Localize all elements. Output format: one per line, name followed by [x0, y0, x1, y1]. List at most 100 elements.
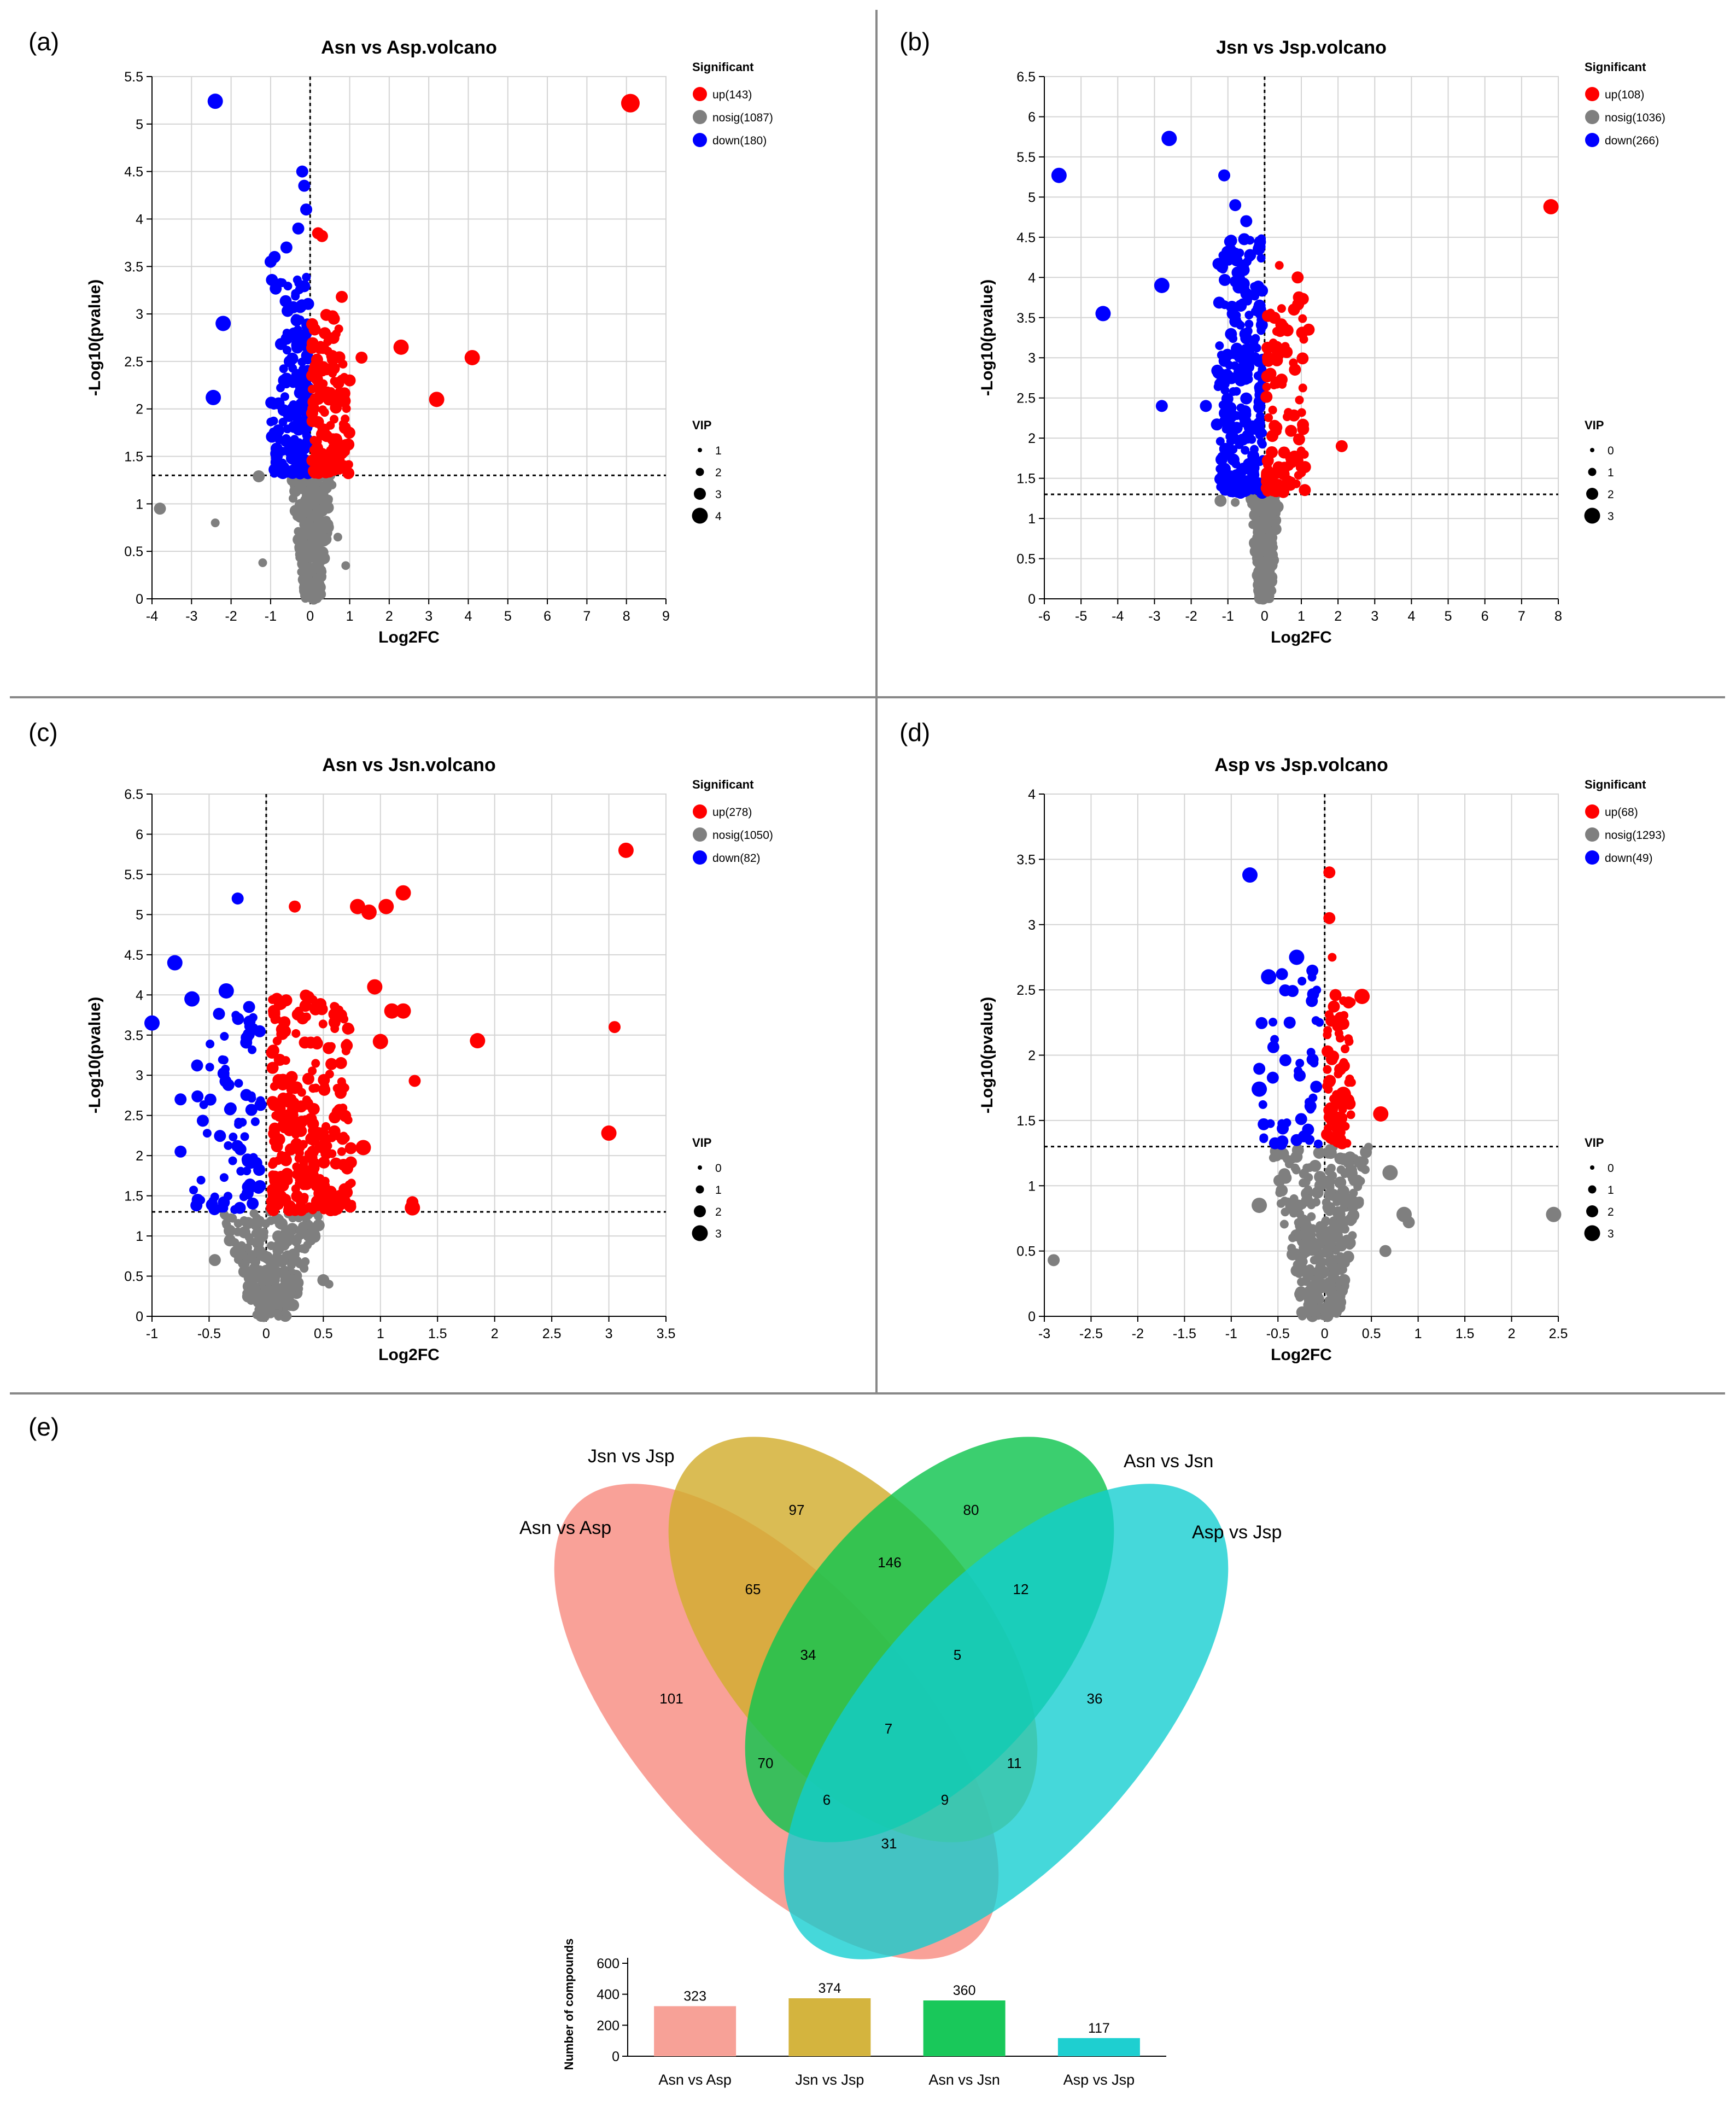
up-point [1275, 261, 1284, 270]
y-tick-label: 5 [1028, 190, 1036, 205]
y-tick-label: 0 [136, 1309, 143, 1325]
nosig-point [1315, 1272, 1324, 1281]
nosig-point [306, 565, 315, 575]
y-tick-label: 4 [136, 212, 143, 227]
x-tick-label: 2 [385, 609, 393, 624]
up-point [1294, 471, 1303, 480]
up-point [355, 1140, 371, 1156]
panel-label-c: (c) [28, 718, 58, 746]
y-axis-label: -Log10(pvalue) [86, 997, 104, 1113]
up-point [618, 842, 634, 858]
venn-label-asp-vs-jsp: Asp vs Jsp [1192, 1522, 1282, 1543]
nosig-point [1287, 1199, 1296, 1209]
down-point [214, 1130, 226, 1142]
up-point [333, 351, 346, 364]
down-point [1312, 985, 1322, 995]
legend-vip-label: 2 [1608, 488, 1614, 501]
up-point [320, 408, 329, 417]
x-tick-label: 3 [605, 1326, 613, 1341]
up-point [308, 1158, 321, 1170]
down-point [1255, 1017, 1268, 1029]
up-point [323, 337, 332, 346]
nosig-point [1325, 1257, 1338, 1270]
down-point [1279, 984, 1291, 996]
up-point [330, 401, 342, 414]
up-point [1334, 1012, 1347, 1024]
down-point [245, 1104, 258, 1116]
up-point [291, 1184, 300, 1193]
nosig-point [318, 523, 327, 532]
nosig-point [1321, 1247, 1330, 1256]
up-point [338, 442, 350, 455]
nosig-point [1308, 1305, 1320, 1317]
x-tick-label: 0 [306, 609, 314, 624]
x-tick-label: 2.5 [542, 1326, 562, 1341]
legend-marker [1585, 850, 1599, 865]
x-tick-label: -1 [146, 1326, 158, 1341]
up-point [318, 1156, 330, 1169]
down-point [269, 400, 278, 410]
nosig-point [1321, 1216, 1330, 1226]
x-tick-label: 1.5 [428, 1326, 447, 1341]
up-point [299, 1140, 308, 1149]
down-point [278, 374, 290, 387]
down-point [285, 467, 295, 476]
down-point [1267, 1041, 1279, 1053]
legend-label: down(82) [712, 852, 761, 865]
nosig-point [1313, 1146, 1325, 1159]
bar-value-label: 374 [819, 1981, 841, 1996]
down-point [249, 1153, 258, 1162]
legend-vip-marker [1590, 448, 1594, 452]
down-point [240, 1036, 253, 1049]
down-point [1304, 1100, 1317, 1112]
down-point [274, 435, 284, 445]
up-point [330, 1157, 342, 1170]
nosig-point [1231, 498, 1240, 507]
up-point [393, 339, 409, 355]
y-tick-label: 1.5 [124, 1189, 143, 1204]
up-point [307, 1134, 320, 1146]
nosig-point [1320, 1267, 1330, 1276]
down-point [218, 983, 234, 999]
down-point [206, 1039, 215, 1048]
up-point [277, 1078, 289, 1090]
nosig-point [1325, 1182, 1335, 1191]
y-tick-label: 5.5 [124, 867, 143, 883]
x-tick-label: 3.5 [657, 1326, 676, 1341]
up-point [268, 1170, 277, 1180]
up-point [315, 365, 324, 375]
down-point [1250, 307, 1260, 316]
bar-category-label: Asn vs Asp [658, 2072, 732, 2088]
down-point [174, 1093, 187, 1106]
down-point [1297, 977, 1307, 986]
down-point [1051, 167, 1067, 183]
y-tick-label: 1.5 [124, 450, 143, 465]
up-point [268, 1099, 280, 1111]
nosig-point [273, 1253, 282, 1262]
down-point [1235, 440, 1244, 450]
up-point [344, 1180, 354, 1189]
down-point [1229, 199, 1242, 212]
nosig-point [299, 555, 308, 564]
up-point [328, 312, 340, 325]
venn-count: 7 [885, 1720, 892, 1737]
x-tick-label: -0.5 [197, 1326, 221, 1341]
up-point [361, 904, 377, 920]
up-point [1298, 314, 1307, 323]
down-point [207, 94, 223, 109]
nosig-point [1290, 1163, 1300, 1172]
down-point [271, 453, 280, 463]
up-point [1373, 1106, 1389, 1122]
x-tick-label: -6 [1038, 609, 1050, 624]
y-tick-label: 1 [136, 497, 143, 512]
down-point [1226, 421, 1238, 434]
up-point [355, 351, 368, 364]
plot-title: Jsn vs Jsp.volcano [1216, 37, 1387, 58]
nosig-point [253, 1245, 266, 1257]
nosig-point [316, 546, 329, 559]
y-tick-label: 3 [1028, 351, 1036, 366]
x-tick-label: 2 [1508, 1326, 1516, 1341]
down-point [1253, 1063, 1266, 1075]
x-tick-label: 1 [346, 609, 354, 624]
up-point [378, 899, 394, 914]
